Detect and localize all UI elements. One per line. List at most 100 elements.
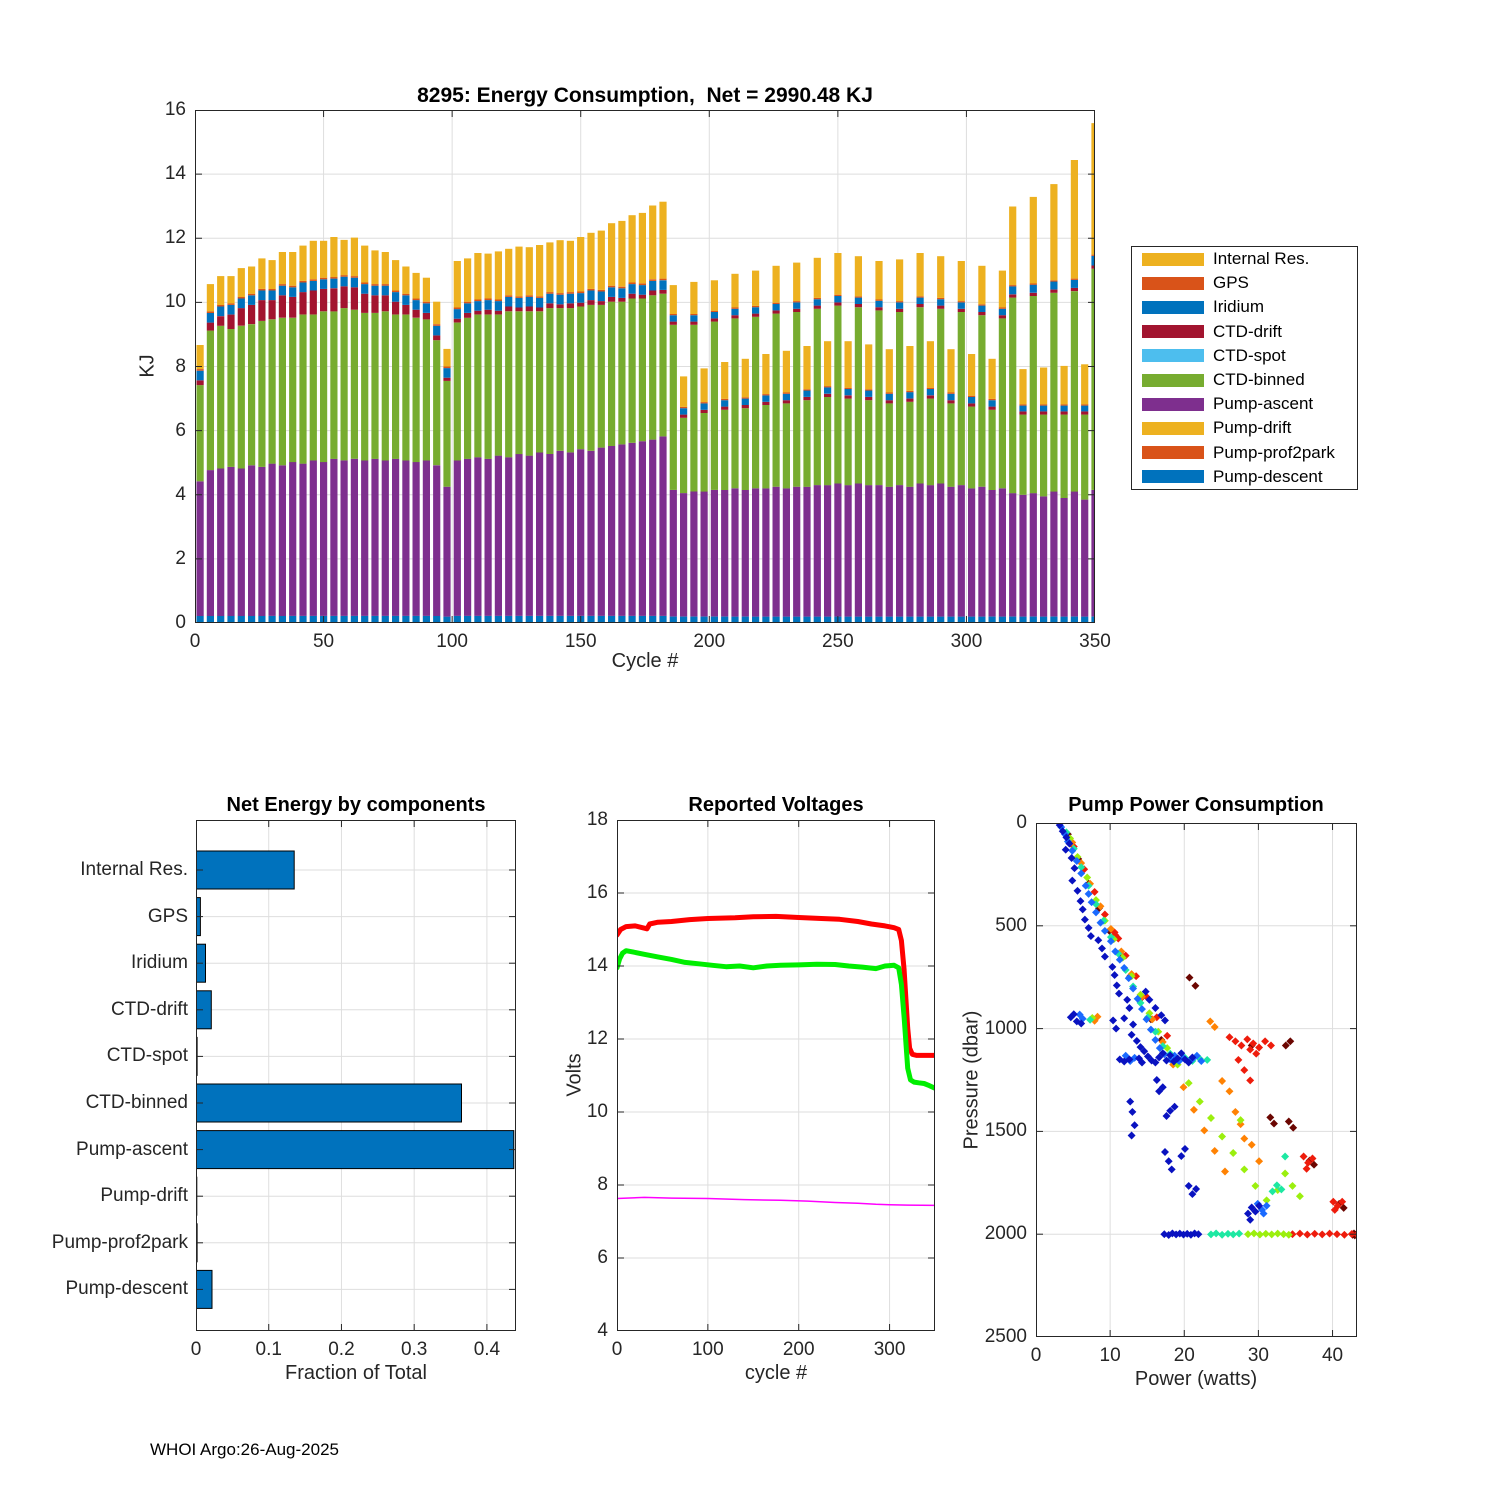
energy-bar-segment [1009, 286, 1017, 295]
energy-bar-segment [618, 444, 626, 616]
energy-bar-segment [824, 616, 832, 623]
pump-scatter-point [1164, 1157, 1173, 1166]
energy-bar-segment [638, 615, 646, 623]
energy-bar-segment [844, 387, 852, 389]
energy-bar-segment [854, 296, 862, 298]
energy-bar-segment [741, 405, 749, 409]
energy-bar-segment [546, 292, 554, 294]
energy-bar-segment [577, 449, 585, 616]
energy-bar-segment [392, 260, 400, 291]
energy-bar-segment [484, 253, 492, 299]
pump-scatter-point [1127, 1030, 1136, 1039]
net-energy-chart-title: Net Energy by components [226, 794, 486, 816]
energy-bar-segment [669, 321, 677, 325]
energy-bar-segment [813, 485, 821, 617]
energy-bar-segment [690, 321, 698, 325]
pump-scatter-point [1112, 981, 1121, 990]
energy-bar-segment [453, 460, 461, 616]
pump-scatter-point [1200, 1126, 1209, 1135]
energy-bar-segment [494, 455, 502, 616]
energy-bar-segment [412, 300, 420, 310]
energy-bar-segment [443, 380, 451, 487]
pump-scatter-point [1142, 1015, 1151, 1024]
energy-bar-segment [854, 616, 862, 623]
energy-bar-segment [854, 483, 862, 617]
energy-bar-segment [1019, 405, 1027, 412]
energy-bar-segment [690, 313, 698, 316]
energy-bar-segment [453, 318, 461, 323]
energy-bar-segment [916, 253, 924, 297]
pump-scatter-point [1240, 1066, 1249, 1075]
energy-y-tick-label: 12 [164, 227, 186, 249]
energy-bar-segment [680, 408, 688, 415]
energy-bar-segment [206, 330, 214, 471]
energy-bar-segment [422, 460, 430, 616]
energy-bar-segment [1050, 491, 1058, 617]
energy-bar-segment [402, 460, 410, 616]
energy-bar-segment [803, 346, 811, 390]
energy-bar-segment [731, 308, 739, 316]
energy-bar-segment [278, 615, 286, 623]
energy-bar-segment [937, 305, 945, 309]
energy-bar-segment [227, 329, 235, 467]
energy-bar-segment [1019, 494, 1027, 617]
energy-y-tick-label: 2 [175, 547, 186, 569]
pump-scatter-point [1129, 1020, 1138, 1029]
energy-bar-segment [206, 470, 214, 616]
energy-bar-segment [474, 253, 482, 300]
pump-scatter-point [1184, 1058, 1193, 1067]
energy-bar-segment [361, 282, 369, 285]
energy-legend-item: Pump-drift [1132, 418, 1357, 438]
energy-bar-segment [618, 220, 626, 287]
energy-bar-segment [412, 615, 420, 623]
pump-scatter-point [1310, 1229, 1319, 1238]
voltage-line-Vpmp [617, 913, 935, 1058]
pump-scatter-point [1100, 926, 1109, 935]
energy-bar-segment [834, 483, 842, 617]
pump-scatter-point [1221, 1167, 1229, 1176]
pump-scatter-point [1120, 1014, 1129, 1023]
energy-bar-segment [937, 483, 945, 617]
pump-scatter-point [1231, 1037, 1240, 1046]
energy-bar-segment [340, 615, 348, 623]
energy-bar-segment [340, 286, 348, 309]
energy-bar-segment [350, 276, 358, 278]
pump-scatter-point [1244, 1209, 1252, 1218]
energy-bar-segment [690, 491, 698, 617]
energy-bar-segment [834, 296, 842, 303]
energy-bar-segment [752, 313, 760, 317]
energy-bar-segment [1009, 493, 1017, 617]
net-energy-category-label: CTD-drift [110, 998, 188, 1020]
pump-scatter-point [1123, 995, 1132, 1004]
energy-bar-segment [957, 485, 965, 617]
pump-scatter-point [1184, 1079, 1193, 1088]
energy-bar-segment [947, 393, 955, 401]
energy-bar-segment [392, 458, 400, 616]
energy-bar-segment [772, 310, 780, 314]
energy-bar-segment [1029, 283, 1037, 285]
pump-scatter-point [1255, 1201, 1264, 1210]
energy-bar-segment [525, 247, 533, 296]
energy-bar-segment [741, 489, 749, 617]
energy-bar-segment [248, 304, 256, 325]
energy-bar-segment [546, 242, 554, 293]
energy-bar-segment [628, 293, 636, 299]
net-energy-x-tick-label: 0 [190, 1339, 202, 1360]
energy-bar-segment [381, 311, 389, 461]
energy-bar-segment [309, 279, 317, 281]
net-energy-bar [196, 1083, 462, 1123]
energy-bar-segment [762, 405, 770, 489]
energy-bar-segment [566, 308, 574, 453]
energy-bar-segment [566, 303, 574, 309]
energy-bar-segment [782, 392, 790, 394]
energy-bar-segment [1060, 498, 1068, 617]
pump-scatter-point [1181, 1144, 1189, 1153]
energy-bar-segment [309, 290, 317, 315]
energy-bar-segment [1060, 414, 1068, 498]
energy-bar-segment [865, 389, 873, 391]
energy-bar-segment [906, 401, 914, 487]
energy-bar-segment [268, 615, 276, 623]
pump-scatter-point [1112, 1024, 1121, 1033]
energy-bar-segment [608, 615, 616, 623]
energy-bar-segment [957, 301, 965, 303]
